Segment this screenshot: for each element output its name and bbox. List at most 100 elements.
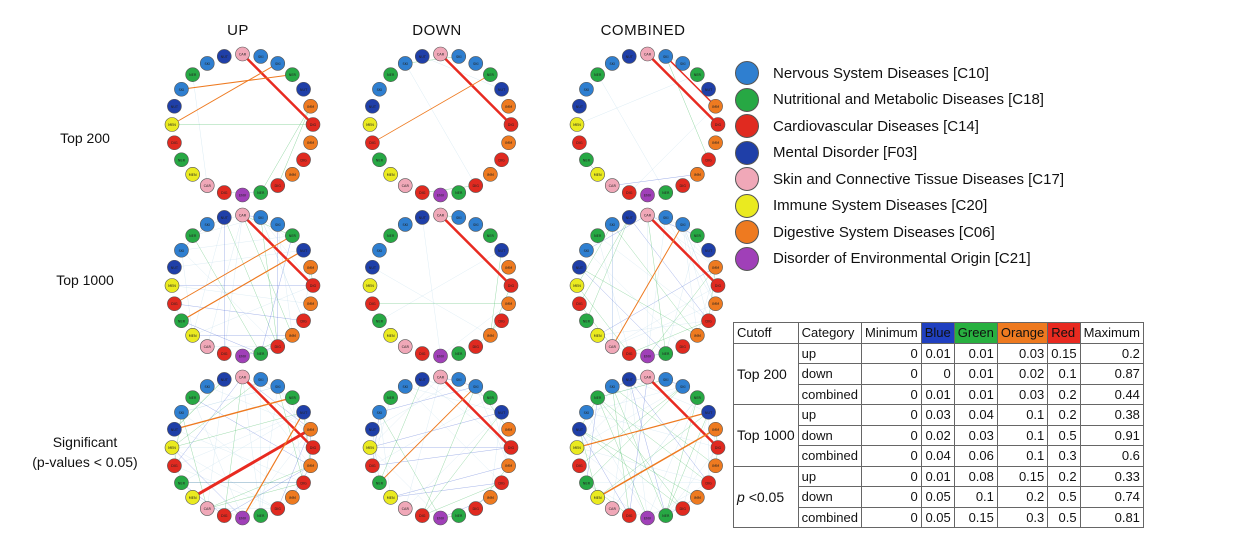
network-node-label: DIG [498, 319, 505, 323]
network-node-label: ENV [644, 517, 652, 521]
network-node [362, 117, 378, 132]
network-node [451, 49, 467, 64]
network-node [640, 348, 655, 364]
network-node [501, 296, 516, 312]
table-cell-value: 0.02 [996, 363, 1049, 385]
network-node-label: DIG [576, 464, 583, 468]
network-node [572, 421, 587, 437]
network-node [383, 167, 398, 182]
network-node-label: SKI [456, 378, 462, 382]
table-header-minimum: Minimum [860, 322, 922, 344]
network-edge [647, 214, 666, 354]
network-node-label: NER [455, 191, 463, 195]
network-node-label: NER [455, 514, 463, 518]
network-node [590, 490, 605, 505]
network-node-label: DIG [473, 345, 480, 349]
network-node [235, 348, 250, 364]
table-cell-value: 0.1 [996, 404, 1049, 426]
network-edge [586, 386, 683, 413]
network-node [658, 185, 674, 200]
network-node-label: SKI [456, 216, 462, 220]
table-row: combined 0 0.05 0.15 0.3 0.5 0.81 [734, 506, 1144, 528]
network-node [569, 440, 585, 455]
network-node-label: DIG [705, 481, 712, 485]
row-label-line: (p-values < 0.05) [32, 454, 138, 470]
network-node [701, 404, 716, 420]
network-node [199, 339, 215, 354]
network-node-label: CAR [204, 184, 212, 188]
network-panel-up-significant: CAR SKI SKI NER NUT IMM DIG IMM DIG IMM DIG NER ENV D… [164, 369, 321, 526]
table-header-blue: Blue [920, 322, 955, 344]
network-edge [242, 376, 293, 398]
network-panel-up-top1000: CAR SKI SKI NER NUT IMM DIG IMM DIG IMM DIG NER ENV D… [164, 207, 321, 364]
network-node [621, 49, 637, 64]
table-cell-value: 0.02 [920, 424, 955, 446]
network-node [572, 135, 587, 151]
network-node [303, 296, 318, 312]
network-node [174, 242, 189, 258]
network-edge [579, 429, 598, 498]
network-node-label: NUT [369, 428, 377, 432]
network-node [451, 508, 467, 523]
network-edge [629, 106, 716, 193]
network-node [362, 278, 378, 293]
network-edge [379, 412, 441, 519]
network-node-label: IMM [487, 496, 494, 500]
network-node-label: NUT [576, 105, 584, 109]
network-edge [422, 386, 476, 516]
network-node-label: NER [178, 481, 186, 485]
network-node-label: NER [694, 234, 702, 238]
network-edge-highlight [174, 396, 293, 430]
network-node-label: NUT [705, 88, 713, 92]
network-node [270, 379, 286, 394]
network-edge-highlight [646, 376, 719, 449]
network-node [174, 404, 189, 420]
network-node [185, 328, 200, 343]
network-node-label: DIG [171, 141, 178, 145]
network-node [167, 458, 182, 474]
network-node-label: DIG [300, 158, 307, 162]
network-edge-highlight [646, 214, 719, 287]
network-node-label: DIG [715, 123, 722, 127]
network-node [365, 458, 380, 474]
network-node-label: MEN [366, 123, 374, 127]
network-node-label: SKI [377, 411, 383, 415]
network-node-label: SKI [204, 62, 210, 66]
network-node-label: CAR [609, 184, 617, 188]
network-node-label: DIG [498, 158, 505, 162]
network-node-label: IMM [487, 334, 494, 338]
network-edge [647, 214, 716, 268]
network-node-label: NUT [626, 55, 634, 59]
network-node-label: ENV [437, 517, 445, 521]
network-node [483, 67, 498, 82]
table-header-green: Green [953, 322, 998, 344]
network-node-label: SKI [473, 62, 479, 66]
network-edge [708, 267, 716, 321]
network-node-label: NUT [171, 428, 179, 432]
network-node-label: MEN [387, 334, 395, 338]
network-edge [440, 303, 509, 357]
network-node-label: NUT [369, 105, 377, 109]
network-node [305, 278, 321, 293]
network-edge [379, 379, 423, 483]
table-cell-value: 0.5 [1047, 424, 1081, 446]
network-edge [207, 386, 311, 430]
network-node-label: NER [662, 514, 670, 518]
network-node [270, 339, 286, 354]
network-edge [586, 397, 598, 483]
network-node-label: DIG [171, 302, 178, 306]
network-node-label: CAR [204, 507, 212, 511]
network-node [383, 67, 398, 82]
network-node [296, 81, 311, 97]
network-edge [682, 224, 716, 304]
network-edge-highlight [576, 411, 709, 449]
network-edge-highlight [611, 224, 684, 347]
table-cell-value: 0.2 [1079, 342, 1144, 364]
network-node [397, 379, 413, 394]
network-edge [422, 56, 502, 90]
network-node-label: DIG [221, 352, 228, 356]
table-cell-value: 0 [860, 445, 922, 467]
network-edge [192, 397, 243, 519]
network-node-label: DIG [369, 302, 376, 306]
table-cell-value: 0.74 [1079, 486, 1144, 508]
